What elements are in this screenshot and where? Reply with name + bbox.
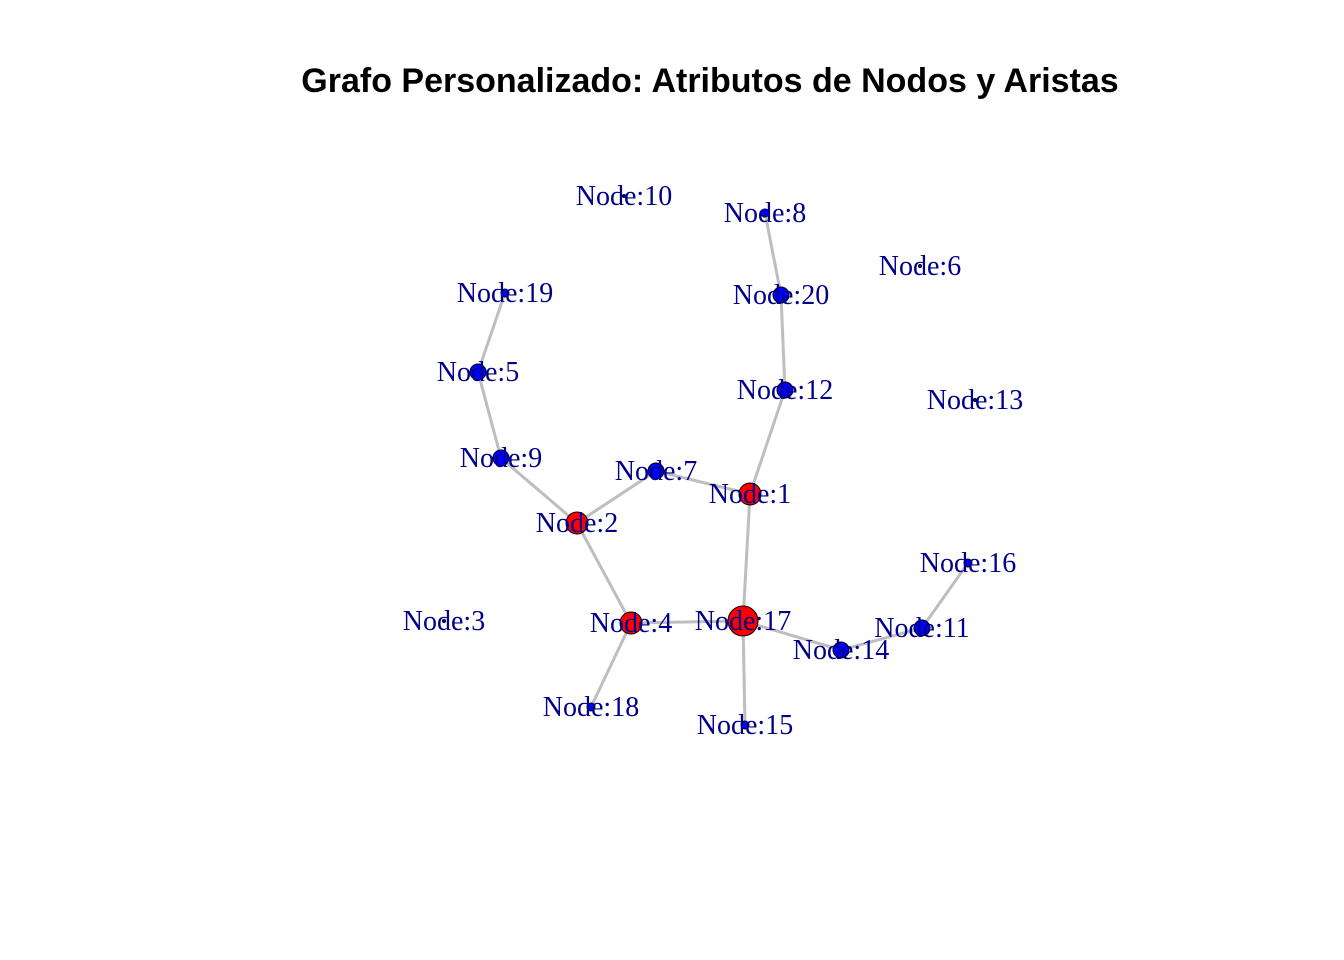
node-11 — [913, 619, 931, 637]
node-label-15: Node:15 — [697, 710, 793, 741]
edge-11-16 — [920, 562, 970, 629]
node-label-18: Node:18 — [543, 692, 639, 723]
labels-layer: Node:1 Node:2 Node:3 Node:4 Node:5 Node:6 Node… — [403, 181, 1023, 741]
edge-8-20 — [763, 212, 783, 296]
node-label-4: Node:4 — [590, 608, 672, 639]
node-17 — [727, 605, 759, 637]
node-label-17: Node:17 — [695, 606, 791, 637]
node-18 — [586, 702, 596, 712]
node-16 — [963, 558, 973, 568]
node-20 — [772, 286, 790, 304]
node-label-2: Node:2 — [536, 508, 618, 539]
node-label-16: Node:16 — [920, 548, 1016, 579]
node-5 — [469, 363, 487, 381]
edge-7-2 — [576, 469, 657, 525]
node-label-5: Node:5 — [437, 357, 519, 388]
node-3 — [442, 619, 446, 623]
graph-title: Grafo Personalizado: Atributos de Nodos … — [301, 62, 1118, 100]
edge-1-7 — [655, 469, 751, 496]
edge-14-11 — [840, 626, 923, 652]
node-2 — [565, 511, 589, 535]
edge-17-15 — [741, 620, 747, 726]
node-4 — [619, 611, 643, 635]
node-label-20: Node:20 — [733, 280, 829, 311]
edge-12-1 — [748, 389, 787, 495]
node-14 — [832, 641, 850, 659]
node-label-1: Node:1 — [709, 479, 791, 510]
node-1 — [738, 482, 762, 506]
edge-2-9 — [500, 456, 578, 525]
node-8 — [760, 208, 770, 218]
node-7 — [647, 462, 665, 480]
node-15 — [740, 720, 750, 730]
edge-17-14 — [742, 619, 842, 652]
node-6 — [918, 264, 922, 268]
node-label-8: Node:8 — [724, 198, 806, 229]
node-label-19: Node:19 — [457, 278, 553, 309]
edge-5-19 — [476, 292, 507, 373]
node-label-3: Node:3 — [403, 606, 485, 637]
edges-layer — [476, 212, 970, 726]
node-label-9: Node:9 — [460, 443, 542, 474]
node-19 — [500, 288, 510, 298]
edge-4-17 — [630, 619, 744, 625]
edge-4-18 — [589, 622, 633, 708]
edge-2-4 — [575, 522, 633, 624]
node-label-7: Node:7 — [615, 456, 697, 487]
node-label-11: Node:11 — [874, 613, 969, 644]
node-label-6: Node:6 — [879, 251, 961, 282]
node-12 — [776, 381, 794, 399]
node-label-10: Node:10 — [576, 181, 672, 212]
nodes-layer — [442, 194, 977, 730]
edge-20-12 — [779, 294, 787, 391]
edge-17-1 — [741, 493, 752, 622]
node-label-12: Node:12 — [737, 375, 833, 406]
node-9 — [492, 449, 510, 467]
node-label-13: Node:13 — [927, 385, 1023, 416]
node-13 — [973, 398, 977, 402]
node-label-14: Node:14 — [793, 635, 889, 666]
node-10 — [622, 194, 626, 198]
edge-9-5 — [476, 371, 503, 459]
